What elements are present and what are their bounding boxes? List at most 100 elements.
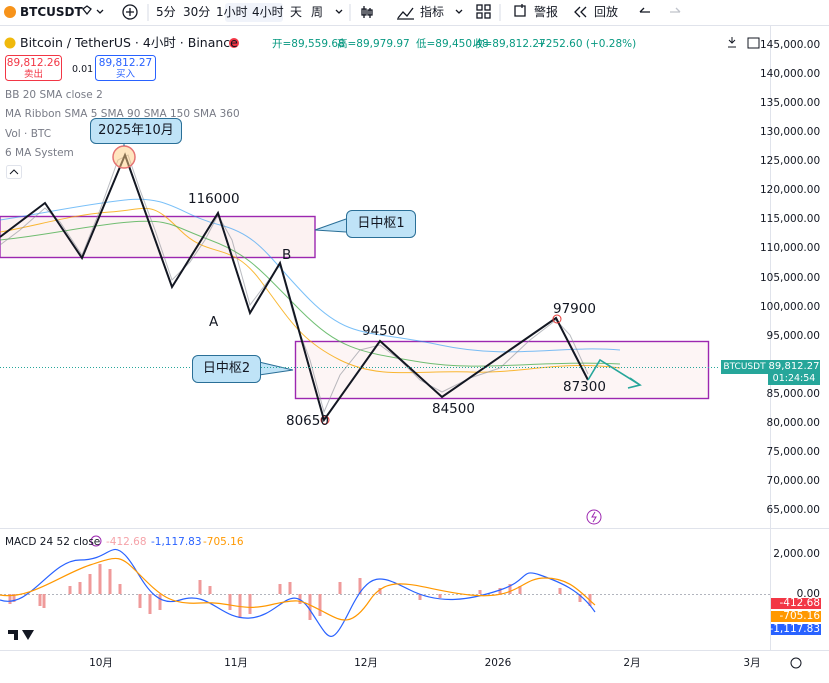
sell-label: 卖出	[23, 69, 43, 80]
buy-price: 89,812.27	[98, 57, 153, 69]
price-axis-label: 75,000.00	[766, 446, 820, 458]
indicator-label: 6 MA System	[5, 146, 74, 159]
low-marker	[320, 415, 330, 425]
ohlc-value: 收=89,812.27	[473, 38, 546, 50]
annotation: A	[209, 314, 219, 330]
annotation: 87300	[563, 379, 606, 395]
price-axis-label: 140,000.00	[760, 68, 821, 80]
price-axis-label: 120,000.00	[760, 184, 821, 196]
price-axis-label: 135,000.00	[760, 97, 821, 109]
macd-histogram	[8, 564, 592, 620]
time-axis-label: 3月	[743, 657, 761, 669]
event-icon-bolt	[591, 511, 597, 523]
annotation: 80650	[286, 413, 329, 429]
macd-line	[0, 548, 596, 637]
symbol[interactable]: BTCUSDT	[20, 5, 83, 19]
bubble-pointer	[314, 218, 347, 233]
annotation-bubble: 日中枢2	[192, 355, 261, 383]
tag-symbol: BTCUSDT	[723, 362, 766, 372]
toolbar-icons	[4, 3, 681, 22]
macd-tag-label: -1,117.83	[769, 623, 820, 635]
ohlc-value: 低=89,450.48	[416, 38, 489, 50]
price-trace	[0, 154, 589, 414]
buy-label: 买入	[115, 69, 135, 80]
interval-button[interactable]: 5分	[156, 5, 176, 19]
annotation-bubble: 2025年10月	[90, 118, 182, 144]
annotation-bubble: 日中枢1	[346, 210, 416, 238]
macd-value: -412.68	[106, 536, 147, 548]
interval-button[interactable]: 30分	[183, 5, 211, 19]
price-axis-label: 125,000.00	[760, 155, 821, 167]
ohlc-value: 高=89,979.97	[337, 38, 410, 50]
ma-line	[0, 220, 621, 367]
settings-icon[interactable]	[790, 657, 802, 669]
interval-button[interactable]: 1小时	[216, 5, 248, 19]
time-axis-label: 11月	[224, 657, 248, 669]
spread: 0.01	[72, 64, 94, 75]
price-axis-label: 95,000.00	[766, 330, 820, 342]
macd-title: MACD 24 52 close	[5, 536, 101, 548]
collapse-icon	[728, 37, 736, 48]
price-axis-label: 145,000.00	[760, 39, 821, 51]
interval-button[interactable]: 周	[311, 5, 324, 19]
tag-price: 89,812.27	[768, 361, 820, 372]
time-axis-label: 10月	[89, 657, 113, 669]
annotation: 116000	[188, 191, 240, 207]
projection-arrow	[587, 358, 641, 386]
ohlc-value: 开=89,559.68	[272, 38, 345, 50]
signal-line	[0, 557, 596, 621]
annotation: 94500	[362, 323, 405, 339]
buy-button[interactable]	[95, 55, 156, 81]
wave-line	[0, 152, 589, 423]
change: +252.60 (+0.28%)	[537, 38, 637, 50]
annotation: 84500	[432, 401, 475, 417]
alert-button[interactable]: 警报	[534, 5, 559, 19]
price-axis-label: 105,000.00	[760, 272, 821, 284]
collapse-legend[interactable]	[6, 165, 22, 179]
price-tag	[768, 360, 820, 385]
indicators-button[interactable]: 指标	[420, 5, 445, 19]
indicator-label: MA Ribbon SMA 5 SMA 90 SMA 150 SMA 360	[5, 108, 240, 121]
tv-logo	[8, 630, 34, 640]
macd-tag-label: -412.68	[779, 597, 820, 609]
price-axis-label: 85,000.00	[766, 388, 820, 400]
chart-title: Bitcoin / TetherUS · 4小时 · Binance	[20, 35, 238, 50]
interval-button[interactable]: 天	[290, 5, 303, 19]
indicator-label: Vol · BTC	[5, 127, 52, 140]
macd-tag-label: -705.16	[779, 610, 820, 622]
macd-tag	[771, 598, 821, 609]
status-dot	[229, 38, 239, 48]
price-axis-label: 100,000.00	[760, 301, 821, 313]
event-icon	[586, 509, 602, 525]
macd-axis-label: 0.00	[796, 588, 820, 600]
indicator-label: BB 20 SMA close 2	[5, 89, 103, 101]
annotation: B	[282, 247, 292, 263]
bubble-pointer	[258, 361, 294, 376]
sell-button[interactable]	[5, 55, 62, 81]
time-axis-label: 2月	[623, 657, 641, 669]
price-axis-label: 110,000.00	[760, 242, 821, 254]
macd-axis-label: 2,000.00	[773, 548, 820, 560]
arrow-head	[627, 377, 642, 389]
time-axis-label: 12月	[354, 657, 378, 669]
price-axis-label: 130,000.00	[760, 126, 821, 138]
zone-box	[294, 340, 710, 400]
price-axis-label: 70,000.00	[766, 475, 820, 487]
price-axis-label: 65,000.00	[766, 504, 820, 516]
macd-settings-icon	[90, 535, 102, 547]
macd-tag	[771, 611, 821, 622]
symbol-tag	[721, 360, 768, 374]
replay-button[interactable]: 回放	[594, 5, 619, 19]
high-marker	[552, 314, 562, 324]
time-axis-label: 2026	[484, 657, 512, 669]
interval-button[interactable]: 4小时	[252, 5, 284, 19]
collapse-legend-icon	[9, 169, 19, 175]
highlight-circle	[112, 145, 136, 169]
macd-value: -705.16	[203, 536, 244, 548]
maximize-icon	[747, 37, 760, 49]
price-axis-label: 80,000.00	[766, 417, 820, 429]
annotation: 97900	[553, 301, 596, 317]
macd-value: -1,117.83	[151, 536, 202, 548]
macd-tag	[771, 624, 821, 635]
